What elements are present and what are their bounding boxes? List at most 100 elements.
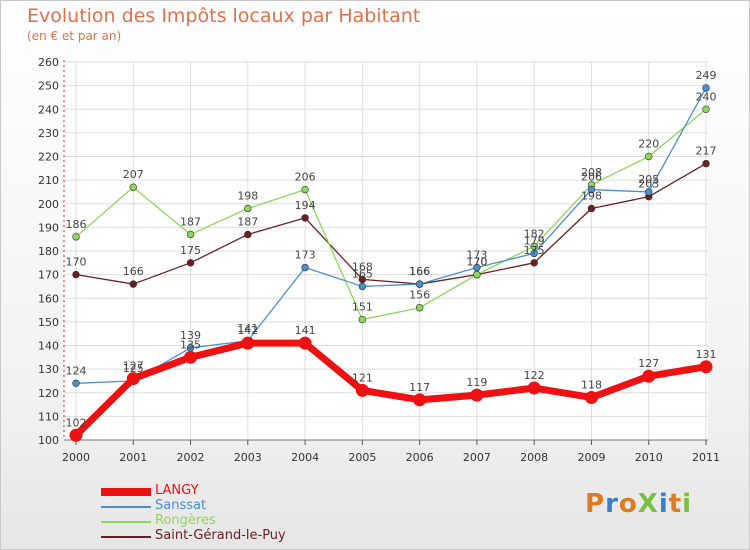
data-label-langy: 117 (409, 381, 430, 394)
data-point-rong-res (301, 185, 309, 194)
data-label-rong-res: 220 (638, 138, 659, 151)
legend-swatch (101, 521, 151, 523)
data-label-saint-g-rand-le-puy: 217 (696, 145, 717, 158)
data-point-langy (699, 360, 713, 374)
legend-label: Sanssat (155, 498, 207, 513)
data-point-langy (184, 350, 198, 364)
proxiti-logo: ProXiti (585, 489, 693, 519)
data-point-langy (355, 383, 369, 397)
data-point-sanssat (645, 188, 653, 196)
data-label-rong-res: 240 (696, 90, 717, 103)
data-label-rong-res: 186 (66, 218, 87, 231)
x-tick-label: 2002 (177, 451, 205, 464)
data-point-sanssat (415, 280, 424, 288)
series-line-saint-g-rand-le-puy (75, 162, 707, 285)
data-label-sanssat: 206 (581, 171, 602, 184)
data-point-langy (126, 372, 140, 386)
data-point-langy (470, 388, 484, 402)
x-tick-label: 2006 (406, 451, 434, 464)
data-point-saint-g-rand-le-puy (587, 204, 596, 213)
data-label-langy: 119 (466, 376, 487, 389)
data-point-sanssat (72, 379, 80, 387)
data-label-sanssat: 205 (638, 173, 659, 186)
data-point-langy (527, 381, 541, 395)
y-tick-label: 140 (38, 340, 59, 353)
data-point-saint-g-rand-le-puy (244, 230, 252, 239)
data-point-rong-res (473, 270, 481, 279)
data-label-saint-g-rand-le-puy: 170 (466, 256, 487, 269)
data-label-rong-res: 198 (237, 189, 258, 202)
data-point-langy (413, 393, 427, 407)
x-tick-label: 2010 (635, 451, 663, 464)
data-label-langy: 127 (638, 357, 659, 370)
y-tick-label: 150 (38, 316, 59, 329)
data-label-rong-res: 206 (295, 171, 316, 184)
data-point-saint-g-rand-le-puy (186, 259, 195, 267)
data-point-saint-g-rand-le-puy (702, 159, 710, 168)
x-tick-label: 2005 (348, 451, 376, 464)
data-label-sanssat: 166 (409, 265, 430, 278)
data-point-langy (642, 369, 656, 383)
data-label-saint-g-rand-le-puy: 170 (66, 256, 87, 269)
y-tick-label: 130 (38, 363, 59, 376)
legend-swatch (101, 488, 151, 496)
data-point-saint-g-rand-le-puy (129, 280, 137, 288)
data-label-sanssat: 179 (524, 234, 545, 247)
data-point-rong-res (702, 105, 710, 113)
x-tick-label: 2004 (291, 451, 319, 464)
x-tick-label: 2003 (234, 451, 262, 464)
data-point-sanssat (530, 249, 538, 258)
data-label-rong-res: 208 (581, 166, 602, 179)
data-label-sanssat: 125 (123, 362, 144, 375)
data-label-rong-res: 170 (466, 256, 487, 269)
data-label-saint-g-rand-le-puy: 203 (638, 178, 659, 191)
x-tick-label: 2000 (62, 451, 90, 464)
data-label-langy: 131 (696, 348, 717, 361)
data-label-rong-res: 182 (524, 227, 545, 240)
data-point-langy (241, 336, 255, 350)
data-point-rong-res (358, 315, 367, 324)
data-label-saint-g-rand-le-puy: 166 (409, 265, 430, 278)
data-label-sanssat: 173 (466, 249, 487, 262)
chart-subtitle: (en € et par an) (27, 29, 122, 43)
data-point-langy (584, 390, 598, 404)
data-point-langy (298, 336, 312, 350)
y-tick-label: 170 (38, 269, 59, 282)
data-point-langy (69, 428, 83, 442)
x-tick-label: 2008 (520, 451, 548, 464)
data-point-saint-g-rand-le-puy (530, 259, 538, 267)
y-tick-label: 240 (38, 103, 59, 116)
data-label-rong-res: 156 (409, 289, 430, 302)
data-label-langy: 127 (123, 360, 144, 373)
legend-label: Rongères (155, 513, 216, 528)
y-tick-label: 230 (38, 127, 59, 140)
data-label-saint-g-rand-le-puy: 187 (237, 215, 258, 228)
legend-label: LANGY (155, 483, 199, 498)
data-point-sanssat (702, 84, 710, 92)
data-point-rong-res (415, 304, 424, 312)
data-label-langy: 141 (295, 324, 316, 337)
data-label-rong-res: 151 (352, 301, 373, 314)
data-label-sanssat: 173 (295, 249, 316, 262)
data-label-langy: 118 (581, 378, 602, 391)
data-label-rong-res: 187 (180, 215, 201, 228)
data-label-sanssat: 139 (180, 329, 201, 342)
data-label-rong-res: 207 (123, 168, 144, 181)
data-label-saint-g-rand-le-puy: 168 (352, 260, 373, 273)
y-tick-label: 210 (38, 174, 59, 187)
data-point-sanssat (301, 263, 309, 272)
data-label-langy: 142 (237, 324, 258, 337)
series-line-sanssat (75, 87, 707, 384)
data-point-rong-res (129, 183, 137, 191)
legend-swatch (101, 536, 151, 538)
data-label-saint-g-rand-le-puy: 175 (524, 244, 545, 257)
data-label-saint-g-rand-le-puy: 166 (123, 265, 144, 278)
y-tick-label: 260 (38, 56, 59, 69)
legend-swatch (101, 506, 151, 508)
data-label-langy: 122 (524, 369, 545, 382)
data-point-sanssat (587, 185, 596, 194)
y-tick-label: 220 (38, 151, 59, 164)
legend-label: Saint-Gérand-le-Puy (155, 528, 286, 543)
